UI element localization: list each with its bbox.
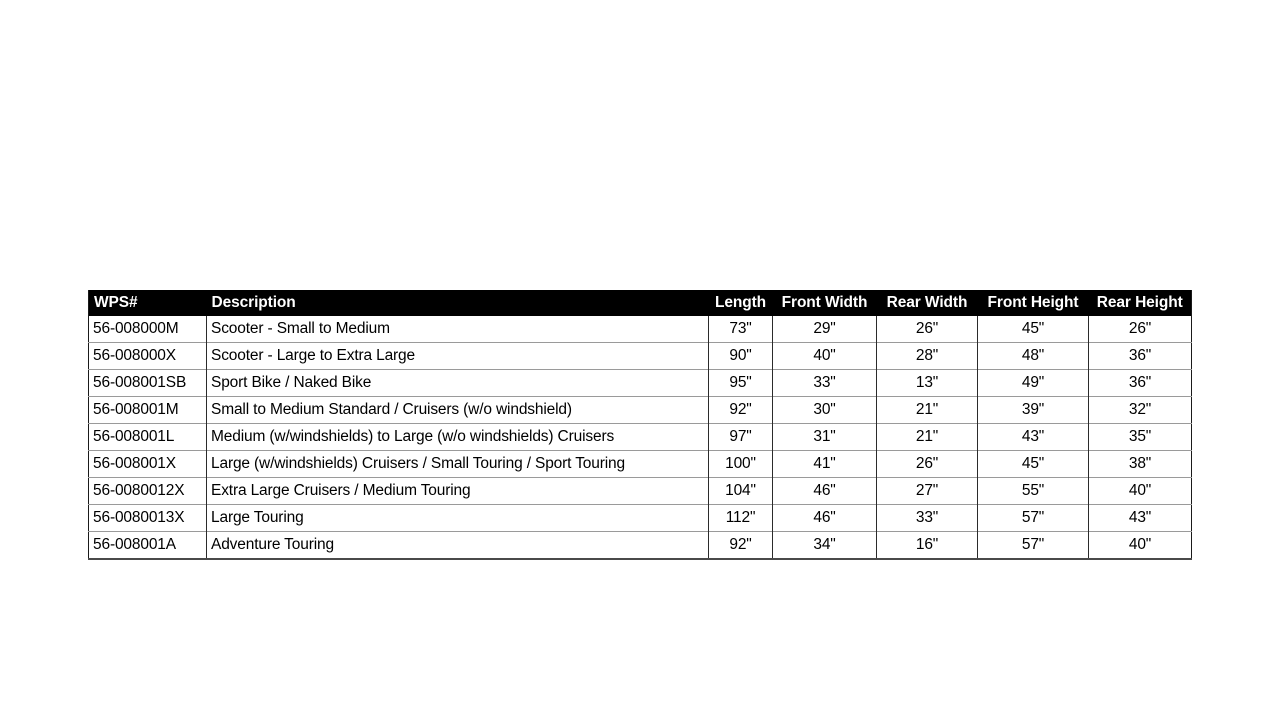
cell-sku: 56-008001M	[88, 396, 207, 424]
cell-rear-height: 26"	[1088, 316, 1192, 343]
cell-sku: 56-0080012X	[88, 477, 207, 505]
cell-sku: 56-008000X	[88, 342, 207, 370]
cell-front-width: 46"	[772, 504, 877, 532]
column-header-front-width: Front Width	[772, 290, 877, 316]
cell-rear-height: 40"	[1088, 531, 1192, 559]
cell-sku: 56-008000M	[88, 316, 207, 343]
cell-description: Scooter - Small to Medium	[206, 316, 709, 343]
cell-description: Medium (w/windshields) to Large (w/o win…	[206, 423, 709, 451]
cell-length: 95"	[708, 369, 773, 397]
cell-front-width: 41"	[772, 450, 877, 478]
cell-sku: 56-008001X	[88, 450, 207, 478]
cell-front-height: 57"	[977, 504, 1089, 532]
column-header-rear-width: Rear Width	[876, 290, 978, 316]
cell-front-width: 33"	[772, 369, 877, 397]
table-row: 56-008000M Scooter - Small to Medium 73"…	[88, 316, 1192, 343]
cell-sku: 56-0080013X	[88, 504, 207, 532]
cell-rear-height: 32"	[1088, 396, 1192, 424]
cell-front-height: 39"	[977, 396, 1089, 424]
cell-description: Small to Medium Standard / Cruisers (w/o…	[206, 396, 709, 424]
cell-rear-height: 40"	[1088, 477, 1192, 505]
column-header-front-height: Front Height	[977, 290, 1089, 316]
cell-sku: 56-008001A	[88, 531, 207, 559]
cell-length: 90"	[708, 342, 773, 370]
cell-length: 92"	[708, 531, 773, 559]
cell-front-height: 57"	[977, 531, 1089, 559]
cell-length: 92"	[708, 396, 773, 424]
cell-length: 112"	[708, 504, 773, 532]
cell-rear-height: 35"	[1088, 423, 1192, 451]
cell-rear-width: 21"	[876, 423, 978, 451]
table-row: 56-008001M Small to Medium Standard / Cr…	[88, 396, 1192, 424]
cell-front-width: 31"	[772, 423, 877, 451]
table-body: 56-008000M Scooter - Small to Medium 73"…	[88, 316, 1192, 559]
table-header: WPS# Description Length Front Width Rear…	[88, 290, 1192, 316]
cell-description: Sport Bike / Naked Bike	[206, 369, 709, 397]
cell-front-width: 29"	[772, 316, 877, 343]
column-header-sku: WPS#	[88, 290, 207, 316]
cell-front-height: 45"	[977, 316, 1089, 343]
motorcycle-cover-size-chart: WPS# Description Length Front Width Rear…	[88, 290, 1192, 560]
cell-front-height: 43"	[977, 423, 1089, 451]
cell-sku: 56-008001SB	[88, 369, 207, 397]
cell-description: Large Touring	[206, 504, 709, 532]
table-row: 56-008001SB Sport Bike / Naked Bike 95" …	[88, 369, 1192, 397]
cell-rear-width: 26"	[876, 316, 978, 343]
table-header-row: WPS# Description Length Front Width Rear…	[88, 290, 1192, 316]
table-row: 56-008001A Adventure Touring 92" 34" 16"…	[88, 531, 1192, 559]
cell-description: Scooter - Large to Extra Large	[206, 342, 709, 370]
cell-rear-height: 36"	[1088, 342, 1192, 370]
cell-rear-height: 36"	[1088, 369, 1192, 397]
table-row: 56-008000X Scooter - Large to Extra Larg…	[88, 342, 1192, 370]
cell-length: 104"	[708, 477, 773, 505]
cell-rear-width: 26"	[876, 450, 978, 478]
cell-front-height: 45"	[977, 450, 1089, 478]
cell-length: 100"	[708, 450, 773, 478]
cell-description: Extra Large Cruisers / Medium Touring	[206, 477, 709, 505]
cell-description: Adventure Touring	[206, 531, 709, 559]
cell-front-width: 40"	[772, 342, 877, 370]
cell-front-width: 30"	[772, 396, 877, 424]
column-header-length: Length	[708, 290, 773, 316]
cell-front-height: 49"	[977, 369, 1089, 397]
cell-rear-width: 21"	[876, 396, 978, 424]
cell-length: 97"	[708, 423, 773, 451]
cell-front-height: 55"	[977, 477, 1089, 505]
cell-rear-width: 33"	[876, 504, 978, 532]
cell-rear-width: 28"	[876, 342, 978, 370]
cell-rear-height: 38"	[1088, 450, 1192, 478]
spec-table: WPS# Description Length Front Width Rear…	[88, 290, 1192, 560]
table-row: 56-0080013X Large Touring 112" 46" 33" 5…	[88, 504, 1192, 532]
column-header-description: Description	[206, 290, 709, 316]
cell-length: 73"	[708, 316, 773, 343]
cell-sku: 56-008001L	[88, 423, 207, 451]
cell-rear-width: 27"	[876, 477, 978, 505]
table-row: 56-008001X Large (w/windshields) Cruiser…	[88, 450, 1192, 478]
cell-rear-width: 13"	[876, 369, 978, 397]
cell-front-width: 46"	[772, 477, 877, 505]
cell-rear-height: 43"	[1088, 504, 1192, 532]
cell-description: Large (w/windshields) Cruisers / Small T…	[206, 450, 709, 478]
cell-rear-width: 16"	[876, 531, 978, 559]
column-header-rear-height: Rear Height	[1088, 290, 1192, 316]
table-row: 56-008001L Medium (w/windshields) to Lar…	[88, 423, 1192, 451]
cell-front-height: 48"	[977, 342, 1089, 370]
cell-front-width: 34"	[772, 531, 877, 559]
table-row: 56-0080012X Extra Large Cruisers / Mediu…	[88, 477, 1192, 505]
